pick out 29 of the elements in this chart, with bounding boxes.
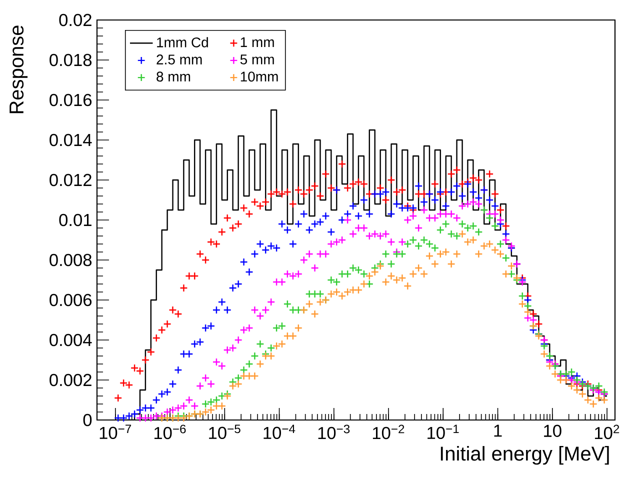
- x-tick-label: 10$^{−1}$: [428, 424, 459, 440]
- x-tick-label: 1: [494, 424, 502, 437]
- y-tick-label: 0.008: [50, 254, 92, 266]
- legend-label: 1mm Cd: [157, 37, 208, 48]
- x-tick-label: 10$^{−4}$: [264, 424, 296, 440]
- y-tick-label: 0.002: [50, 374, 92, 386]
- y-axis-title: Response: [10, 26, 28, 114]
- legend-label: 1 mm: [240, 37, 274, 47]
- y-tick-label: 0.006: [50, 294, 92, 306]
- legend-label: 10mm: [240, 72, 278, 82]
- y-tick-label: 0.01: [59, 214, 92, 226]
- x-tick-label: 10$^{−6}$: [154, 424, 186, 440]
- x-axis-title: Initial energy [MeV]: [440, 446, 609, 465]
- x-tick-label: 10$^{2}$: [594, 424, 620, 440]
- legend-label: 2.5 mm: [156, 54, 202, 64]
- y-tick-label: 0.004: [50, 334, 92, 346]
- legend-label: 5 mm: [240, 54, 274, 64]
- y-tick-label: 0.012: [50, 174, 92, 186]
- y-tick-label: 0.02: [59, 14, 92, 26]
- x-tick-label: 10$^{−7}$: [100, 424, 132, 440]
- legend-label: 8 mm: [156, 72, 190, 82]
- y-tick-label: 0.018: [50, 54, 92, 66]
- y-tick-label: 0: [83, 414, 92, 426]
- x-tick-label: 10$^{−3}$: [318, 424, 350, 440]
- y-tick-label: 0.016: [50, 94, 92, 106]
- x-tick-label: 10$^{−5}$: [209, 424, 240, 440]
- x-tick-label: 10$^{−2}$: [372, 424, 404, 440]
- y-tick-label: 0.014: [50, 134, 92, 146]
- x-tick-label: 10: [544, 424, 562, 437]
